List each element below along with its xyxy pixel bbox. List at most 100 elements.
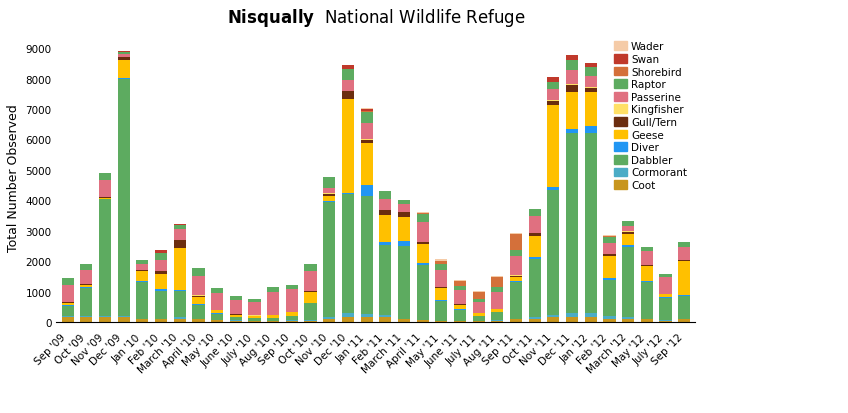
- Bar: [155, 289, 167, 292]
- Bar: [678, 262, 690, 295]
- Bar: [118, 52, 130, 53]
- Bar: [360, 315, 372, 318]
- Bar: [510, 256, 522, 276]
- Bar: [323, 202, 335, 317]
- Bar: [323, 194, 335, 197]
- Bar: [137, 271, 148, 282]
- Bar: [323, 188, 335, 194]
- Bar: [360, 109, 372, 112]
- Bar: [566, 130, 578, 134]
- Bar: [230, 318, 242, 320]
- Bar: [155, 292, 167, 319]
- Bar: [286, 320, 298, 321]
- Bar: [435, 259, 448, 262]
- Bar: [622, 235, 634, 245]
- Bar: [547, 191, 560, 315]
- Bar: [286, 285, 298, 290]
- Bar: [416, 263, 429, 266]
- Bar: [174, 225, 186, 230]
- Legend: Wader, Swan, Shorebird, Raptor, Passerine, Kingfisher, Gull/Tern, Geese, Diver, : Wader, Swan, Shorebird, Raptor, Passerin…: [611, 39, 690, 194]
- Bar: [230, 296, 242, 301]
- Bar: [547, 101, 560, 106]
- Bar: [398, 200, 410, 205]
- Bar: [454, 281, 466, 282]
- Bar: [491, 312, 504, 313]
- Bar: [211, 313, 223, 314]
- Bar: [342, 66, 354, 70]
- Bar: [622, 245, 634, 247]
- Bar: [137, 260, 148, 264]
- Bar: [174, 291, 186, 292]
- Bar: [137, 319, 148, 320]
- Bar: [360, 140, 372, 141]
- Bar: [118, 58, 130, 60]
- Bar: [398, 205, 410, 212]
- Bar: [622, 247, 634, 317]
- Bar: [641, 266, 653, 282]
- Bar: [678, 320, 690, 322]
- Bar: [510, 319, 522, 320]
- Bar: [435, 300, 448, 301]
- Bar: [99, 173, 111, 181]
- Bar: [510, 277, 522, 282]
- Bar: [192, 268, 204, 276]
- Bar: [360, 196, 372, 315]
- Bar: [678, 242, 690, 247]
- Bar: [454, 282, 466, 286]
- Y-axis label: Total Number Observed: Total Number Observed: [7, 104, 20, 252]
- Bar: [547, 315, 560, 318]
- Bar: [248, 299, 260, 302]
- Bar: [323, 320, 335, 322]
- Bar: [99, 199, 111, 200]
- Bar: [137, 270, 148, 271]
- Bar: [267, 292, 279, 315]
- Bar: [584, 77, 597, 88]
- Bar: [174, 292, 186, 317]
- Bar: [304, 271, 316, 291]
- Bar: [678, 319, 690, 320]
- Bar: [491, 309, 504, 312]
- Bar: [118, 318, 130, 322]
- Bar: [678, 261, 690, 262]
- Bar: [379, 245, 391, 315]
- Bar: [566, 318, 578, 322]
- Bar: [660, 274, 672, 278]
- Bar: [472, 303, 485, 313]
- Bar: [379, 211, 391, 215]
- Bar: [678, 247, 690, 261]
- Bar: [678, 296, 690, 319]
- Bar: [604, 236, 616, 237]
- Bar: [622, 226, 634, 232]
- Bar: [248, 321, 260, 322]
- Bar: [174, 240, 186, 248]
- Bar: [491, 277, 504, 288]
- Bar: [454, 305, 466, 310]
- Bar: [510, 282, 522, 319]
- Bar: [323, 317, 335, 320]
- Bar: [304, 292, 316, 303]
- Bar: [192, 296, 204, 297]
- Bar: [81, 287, 92, 288]
- Bar: [286, 313, 298, 316]
- Bar: [81, 288, 92, 317]
- Bar: [155, 271, 167, 274]
- Bar: [342, 313, 354, 318]
- Bar: [416, 213, 429, 214]
- Bar: [248, 316, 260, 318]
- Bar: [137, 264, 148, 270]
- Bar: [174, 317, 186, 320]
- Bar: [118, 79, 130, 316]
- Bar: [416, 215, 429, 222]
- Bar: [584, 313, 597, 318]
- Bar: [286, 321, 298, 322]
- Bar: [81, 317, 92, 318]
- Bar: [230, 301, 242, 314]
- Bar: [62, 318, 74, 322]
- Bar: [99, 181, 111, 197]
- Bar: [192, 276, 204, 296]
- Bar: [491, 288, 504, 292]
- Bar: [323, 201, 335, 202]
- Bar: [491, 313, 504, 320]
- Bar: [379, 315, 391, 318]
- Bar: [137, 320, 148, 322]
